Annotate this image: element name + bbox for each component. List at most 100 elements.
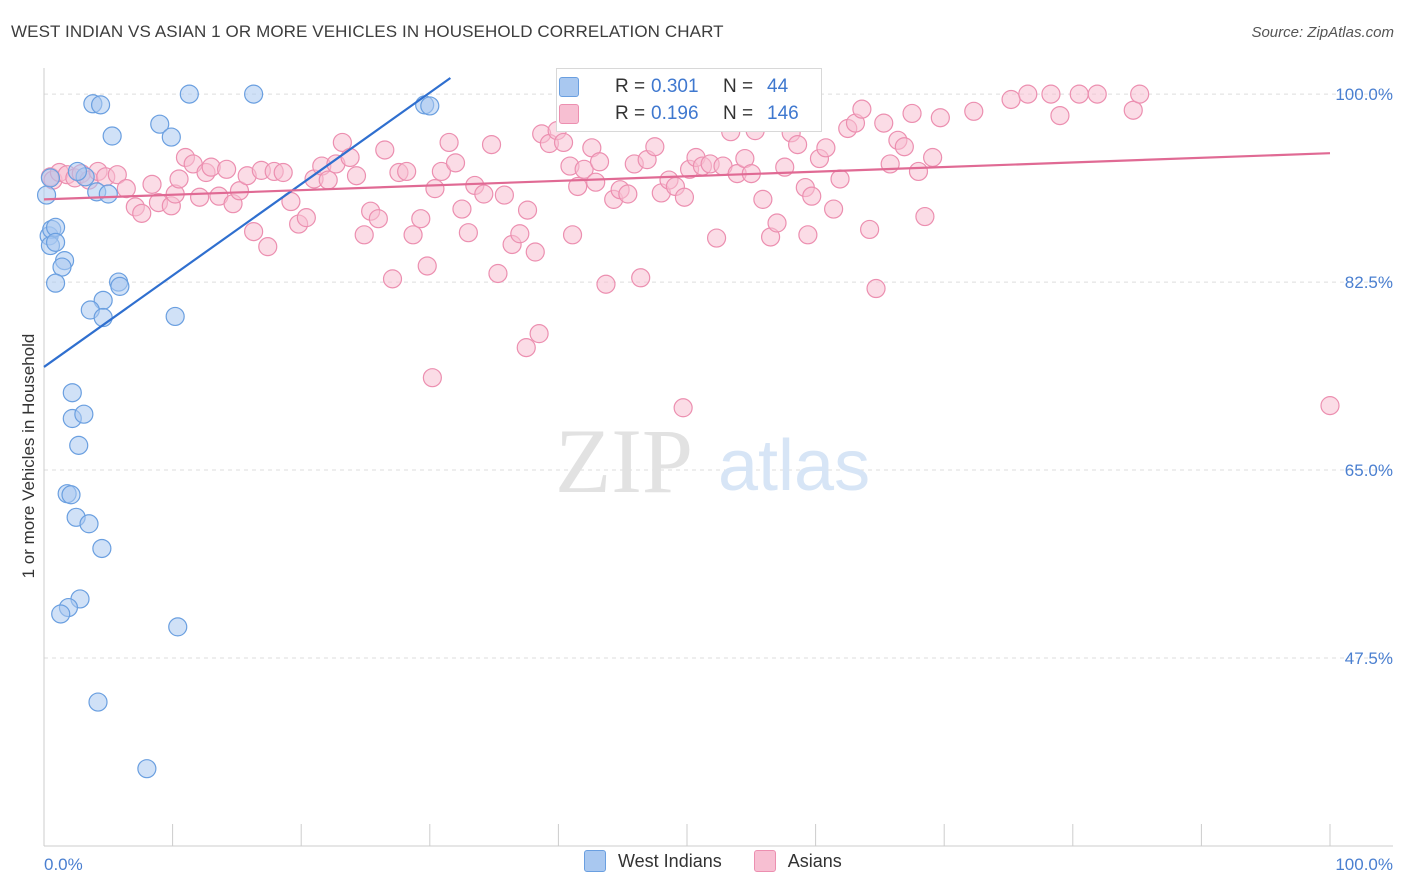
point-west-indians <box>244 84 264 104</box>
point-asians <box>375 140 395 160</box>
point-west-indians <box>67 161 88 182</box>
point-west-indians <box>45 232 66 252</box>
point-asians <box>1087 84 1107 104</box>
point-west-indians <box>79 514 99 534</box>
point-asians <box>318 170 338 190</box>
legend-n-value: 44 <box>767 76 789 97</box>
point-west-indians <box>110 276 130 296</box>
point-asians <box>354 225 374 245</box>
legend-item-west-indians[interactable]: West Indians <box>584 850 722 872</box>
point-asians <box>787 134 808 155</box>
point-asians <box>132 203 152 223</box>
point-west-indians <box>36 185 57 205</box>
chart-source: Source: ZipAtlas.com <box>1251 24 1394 41</box>
trend-lines <box>43 77 1331 368</box>
legend-n-value: 146 <box>767 103 799 124</box>
legend-r-label: R = <box>615 76 646 97</box>
point-asians <box>494 185 514 205</box>
point-west-indians <box>61 485 81 505</box>
point-asians <box>1069 84 1089 104</box>
point-asians <box>403 225 423 245</box>
point-west-indians <box>52 257 72 277</box>
point-west-indians <box>88 692 108 712</box>
watermark-atlas: atlas <box>718 426 870 506</box>
point-asians <box>422 368 442 388</box>
point-west-indians <box>62 383 82 403</box>
point-west-indians <box>92 538 112 559</box>
stats-legend: R = 0.301 N = 44 R = 0.196 N = 146 <box>556 68 822 132</box>
point-asians <box>481 134 502 155</box>
legend-swatch-pink <box>753 850 776 872</box>
point-west-indians <box>165 306 185 327</box>
legend-swatch-pink <box>559 104 579 124</box>
point-asians <box>229 181 250 201</box>
point-west-indians <box>69 435 89 455</box>
point-asians <box>596 274 616 294</box>
point-asians <box>346 166 367 186</box>
point-asians <box>930 108 950 128</box>
point-asians <box>425 179 445 199</box>
point-asians <box>273 162 293 183</box>
point-asians <box>674 187 695 207</box>
y-axis-label: 1 or more Vehicles in Household <box>19 334 38 579</box>
point-asians <box>915 206 935 227</box>
point-asians <box>1018 84 1038 104</box>
point-asians <box>553 132 574 153</box>
legend-item-asians[interactable]: Asians <box>753 850 842 872</box>
point-asians <box>706 228 727 248</box>
point-asians <box>589 152 610 172</box>
data-points <box>36 84 1340 779</box>
y-tick-label: 100.0% <box>1335 85 1393 104</box>
point-asians <box>1130 84 1150 104</box>
point-asians <box>169 169 189 189</box>
point-asians <box>618 184 638 204</box>
point-asians <box>142 174 162 194</box>
point-asians <box>458 223 478 243</box>
point-asians <box>397 161 417 182</box>
point-asians <box>802 186 822 206</box>
point-asians <box>866 278 886 299</box>
point-asians <box>568 176 588 197</box>
point-asians <box>529 324 549 344</box>
point-asians <box>510 224 530 244</box>
point-west-indians <box>90 95 111 115</box>
point-asians <box>244 222 264 242</box>
point-asians <box>923 147 943 168</box>
point-asians <box>439 132 459 153</box>
point-asians <box>894 137 914 157</box>
point-asians <box>417 256 437 276</box>
point-asians <box>902 103 922 124</box>
point-asians <box>516 338 536 358</box>
point-asians <box>411 209 431 229</box>
point-west-indians <box>51 604 71 624</box>
point-asians <box>645 137 665 157</box>
x-tick-label: 100.0% <box>1335 855 1393 874</box>
point-asians <box>1123 100 1143 120</box>
point-west-indians <box>168 617 188 637</box>
legend-n-label: N = <box>723 76 754 97</box>
legend-swatch-blue <box>584 850 606 872</box>
point-asians <box>753 189 773 209</box>
legend-n-label: N = <box>723 103 754 124</box>
point-asians <box>382 269 403 289</box>
point-west-indians <box>74 404 94 424</box>
point-west-indians <box>98 184 118 204</box>
legend-label: West Indians <box>618 850 722 871</box>
point-asians <box>431 161 451 182</box>
point-asians <box>107 165 127 185</box>
point-asians <box>767 213 787 233</box>
point-asians <box>860 219 880 240</box>
y-tick-label: 47.5% <box>1345 649 1393 668</box>
point-asians <box>852 99 872 119</box>
point-west-indians <box>179 84 199 104</box>
point-asians <box>1050 105 1070 126</box>
point-asians <box>452 199 472 219</box>
point-west-indians <box>150 114 170 134</box>
point-asians <box>258 237 278 257</box>
point-asians <box>116 179 136 199</box>
point-asians <box>217 159 237 179</box>
legend-r-label: R = <box>615 103 646 124</box>
legend-label: Asians <box>787 850 842 871</box>
point-asians <box>964 101 984 121</box>
point-asians <box>1001 89 1021 110</box>
